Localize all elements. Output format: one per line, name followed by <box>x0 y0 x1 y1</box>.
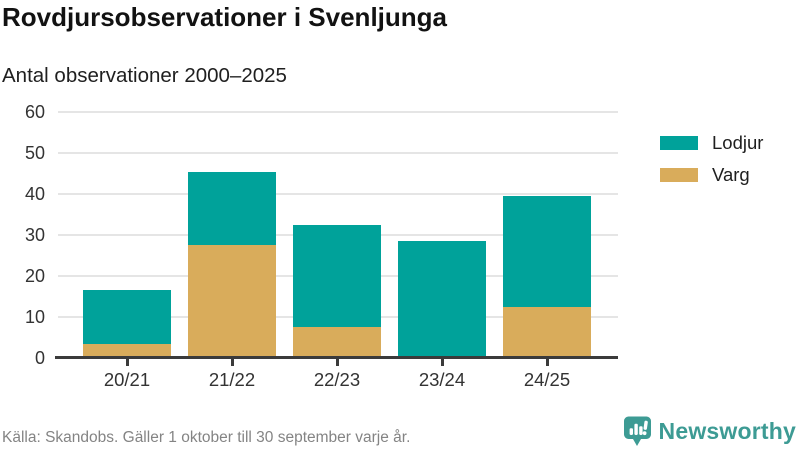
bar-segment-varg <box>293 327 381 356</box>
x-tick <box>231 359 234 366</box>
legend-label: Lodjur <box>712 132 764 153</box>
chart-subtitle: Antal observationer 2000–2025 <box>2 64 287 87</box>
bar-segment-lodjur <box>188 171 276 246</box>
gridline <box>58 152 618 154</box>
bar-segment-lodjur <box>83 290 171 344</box>
y-axis: 0 10 20 30 40 50 60 <box>0 102 45 368</box>
y-tick-label: 20 <box>24 266 45 286</box>
legend-label: Varg <box>712 164 750 185</box>
y-tick-label: 50 <box>24 143 45 163</box>
legend: Lodjur Varg <box>660 132 763 196</box>
bar-segment-lodjur <box>293 224 381 328</box>
y-tick-label: 10 <box>24 307 45 327</box>
x-tick-label: 20/21 <box>103 369 151 390</box>
x-tick <box>126 359 129 366</box>
bar-segment-varg <box>83 343 171 356</box>
gridline <box>58 193 618 195</box>
y-tick-label: 0 <box>34 348 45 368</box>
bar-segment-lodjur <box>398 241 486 356</box>
newsworthy-wordmark: Newsworthy <box>658 418 796 444</box>
source-note: Källa: Skandobs. Gäller 1 oktober till 3… <box>2 429 411 446</box>
legend-item-lodjur: Lodjur <box>660 132 763 154</box>
x-tick <box>336 359 339 366</box>
legend-swatch <box>660 136 698 150</box>
bar-segment-varg <box>503 306 591 356</box>
x-tick-label: 24/25 <box>523 369 571 390</box>
x-axis: 20/21 21/22 22/23 23/24 24/25 <box>58 359 618 399</box>
legend-item-varg: Varg <box>660 164 763 186</box>
y-tick-label: 30 <box>24 225 45 245</box>
x-tick <box>441 359 444 366</box>
bar-segment-varg <box>188 245 276 356</box>
plot-area <box>55 111 618 359</box>
y-tick-label: 40 <box>24 184 45 204</box>
newsworthy-logo: Newsworthy <box>622 415 796 448</box>
x-tick <box>546 359 549 366</box>
x-tick-label: 23/24 <box>418 369 466 390</box>
chart-title: Rovdjursobservationer i Svenljunga <box>2 2 447 32</box>
newsworthy-bubble-chart-icon <box>623 416 651 446</box>
x-axis-line <box>55 356 618 359</box>
gridline <box>58 111 618 113</box>
x-tick-label: 22/23 <box>313 369 361 390</box>
y-tick-label: 60 <box>24 102 45 122</box>
legend-swatch <box>660 168 698 182</box>
x-tick-label: 21/22 <box>208 369 256 390</box>
bar-segment-lodjur <box>503 196 591 307</box>
